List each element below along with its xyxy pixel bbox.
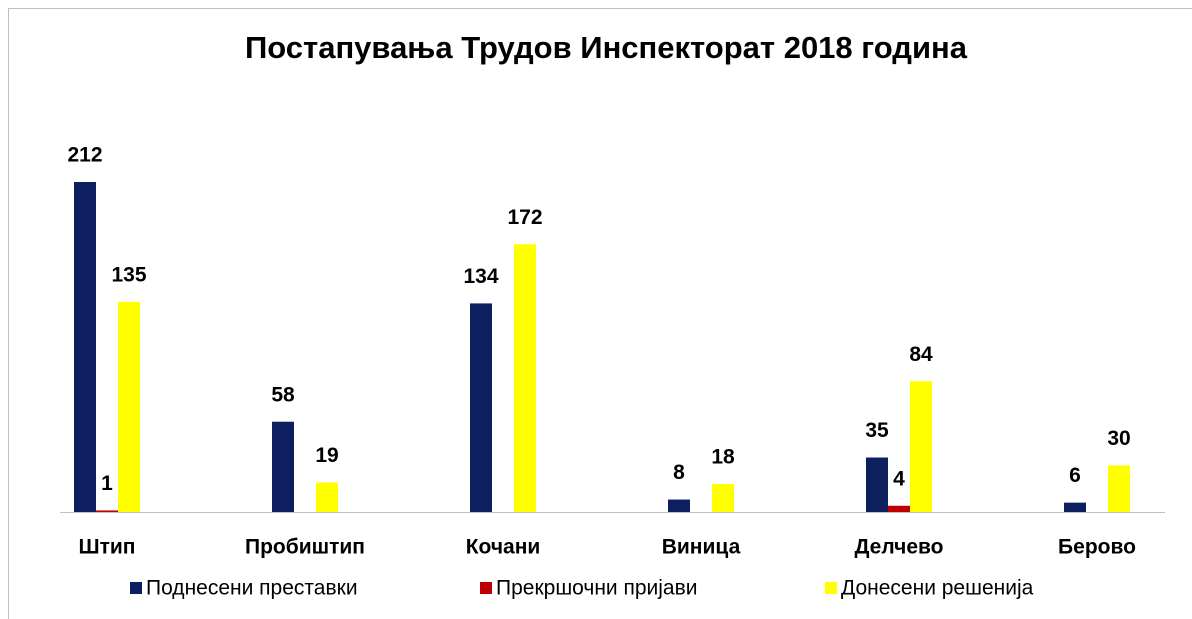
x-tick-label: Кочани <box>466 536 541 559</box>
bar <box>514 244 536 512</box>
legend-label: Поднесени преставки <box>146 577 358 600</box>
bar <box>668 499 690 512</box>
bar <box>118 301 140 512</box>
x-tick-label: Берово <box>1058 536 1136 559</box>
chart-frame <box>8 8 1192 619</box>
data-label: 212 <box>67 144 102 167</box>
bar <box>1064 502 1086 512</box>
bar <box>272 421 294 512</box>
data-label: 19 <box>315 444 338 467</box>
data-label: 30 <box>1107 427 1130 450</box>
bar <box>316 482 338 512</box>
bar <box>712 483 734 512</box>
bar <box>96 510 118 512</box>
data-label: 4 <box>893 467 905 490</box>
x-tick-label: Делчево <box>854 536 943 559</box>
bar <box>910 381 932 512</box>
legend-swatch <box>480 582 492 594</box>
data-label: 58 <box>271 383 295 406</box>
bar <box>1108 465 1130 512</box>
data-label: 35 <box>865 419 889 442</box>
legend-swatch <box>130 582 142 594</box>
data-label: 8 <box>673 461 685 484</box>
x-tick-label: Штип <box>79 536 136 559</box>
data-label: 135 <box>111 263 146 286</box>
bar <box>470 303 492 512</box>
data-label: 18 <box>711 446 735 469</box>
data-label: 172 <box>507 206 542 229</box>
bar <box>74 182 96 512</box>
legend-label: Прекршочни пријави <box>496 577 698 600</box>
data-label: 134 <box>463 265 498 288</box>
x-tick-label: Пробиштип <box>245 536 365 559</box>
data-label: 6 <box>1069 464 1081 487</box>
bar <box>888 505 910 512</box>
chart-title: Постапувања Трудов Инспекторат 2018 годи… <box>245 30 968 65</box>
legend-label: Донесени решенија <box>841 577 1034 600</box>
bar <box>866 457 888 512</box>
data-label: 84 <box>909 343 933 366</box>
legend-swatch <box>825 582 837 594</box>
x-tick-label: Виница <box>662 536 741 559</box>
data-label: 1 <box>101 472 113 495</box>
